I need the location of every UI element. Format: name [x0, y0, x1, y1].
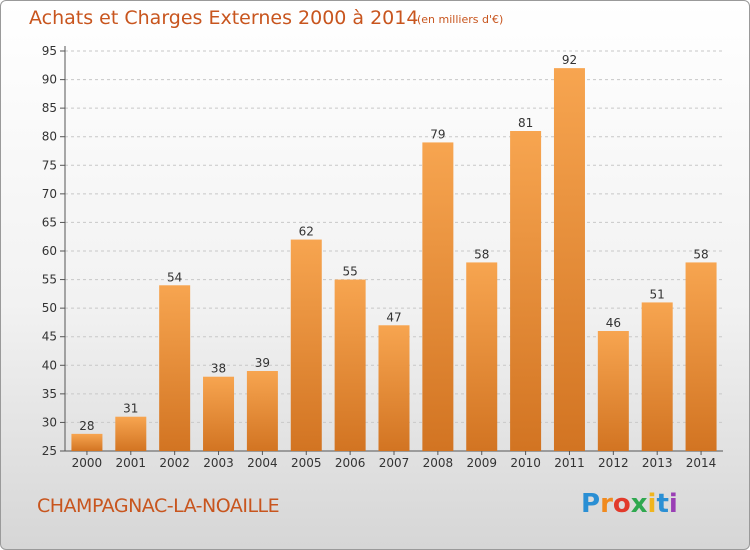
- x-tick-label: 2003: [203, 456, 234, 470]
- bar-2006: [334, 279, 366, 451]
- y-tick-label: 90: [42, 73, 57, 87]
- bar-2009: [466, 262, 498, 451]
- x-tick-label: 2013: [642, 456, 673, 470]
- y-tick-label: 55: [42, 273, 57, 287]
- bar-2002: [159, 285, 191, 451]
- bar-value-label: 55: [342, 265, 357, 279]
- bar-2008: [422, 142, 454, 451]
- x-tick-label: 2012: [598, 456, 629, 470]
- y-tick-label: 35: [42, 387, 57, 401]
- bar-value-label: 51: [650, 287, 665, 301]
- x-tick-label: 2007: [379, 456, 410, 470]
- bar-2014: [685, 262, 717, 451]
- bar-value-label: 58: [693, 247, 708, 261]
- bar-value-label: 81: [518, 116, 533, 130]
- bar-2003: [203, 376, 235, 451]
- proxiti-logo[interactable]: Proxiti: [581, 489, 678, 519]
- y-tick-label: 70: [42, 187, 57, 201]
- y-tick-label: 80: [42, 130, 57, 144]
- x-tick-label: 2009: [466, 456, 497, 470]
- bar-2012: [597, 331, 629, 451]
- y-tick-label: 30: [42, 415, 57, 429]
- x-tick-label: 2006: [335, 456, 366, 470]
- x-tick-label: 2014: [686, 456, 717, 470]
- x-tick-label: 2000: [72, 456, 103, 470]
- x-tick-label: 2001: [116, 456, 147, 470]
- y-tick-label: 65: [42, 215, 57, 229]
- chart-unit: (en milliers d'€): [417, 13, 504, 26]
- x-tick-label: 2005: [291, 456, 322, 470]
- bar-2005: [290, 239, 322, 451]
- y-tick-label: 85: [42, 101, 57, 115]
- bar-2000: [71, 433, 103, 451]
- bar-value-label: 28: [79, 419, 94, 433]
- y-tick-label: 45: [42, 330, 57, 344]
- bar-value-label: 38: [211, 362, 226, 376]
- axes: 25 30 35 40 45 50 55 60 65 70 75 80 85 90 95 2000 2001 20…: [42, 44, 723, 470]
- bar-2013: [641, 302, 673, 451]
- y-tick-label: 50: [42, 301, 57, 315]
- chart-title: Achats et Charges Externes 2000 à 2014: [29, 7, 419, 29]
- bar-value-label: 62: [299, 225, 314, 239]
- x-tick-label: 2002: [159, 456, 190, 470]
- bar-value-label: 47: [386, 310, 401, 324]
- bars: 28 31 54 38 39 62 55 47 79 58 81 92 46 51 58: [71, 53, 717, 452]
- bar-value-label: 39: [255, 356, 270, 370]
- bar-2011: [553, 68, 585, 452]
- bar-value-label: 46: [606, 316, 621, 330]
- y-tick-label: 95: [42, 44, 57, 58]
- commune-name: CHAMPAGNAC-LA-NOAILLE: [37, 495, 280, 517]
- y-tick-label: 75: [42, 158, 57, 172]
- bar-2010: [510, 131, 542, 451]
- x-tick-label: 2008: [423, 456, 454, 470]
- bar-value-label: 92: [562, 53, 577, 67]
- bar-2007: [378, 325, 410, 451]
- y-tick-label: 60: [42, 244, 57, 258]
- bar-value-label: 54: [167, 270, 182, 284]
- bar-value-label: 31: [123, 402, 138, 416]
- bar-value-label: 58: [474, 247, 489, 261]
- x-tick-label: 2010: [510, 456, 541, 470]
- x-tick-label: 2004: [247, 456, 278, 470]
- bar-value-label: 79: [430, 127, 445, 141]
- bar-2004: [246, 371, 278, 451]
- bar-2001: [115, 416, 147, 451]
- y-tick-label: 25: [42, 444, 57, 458]
- y-tick-label: 40: [42, 358, 57, 372]
- x-tick-label: 2011: [554, 456, 585, 470]
